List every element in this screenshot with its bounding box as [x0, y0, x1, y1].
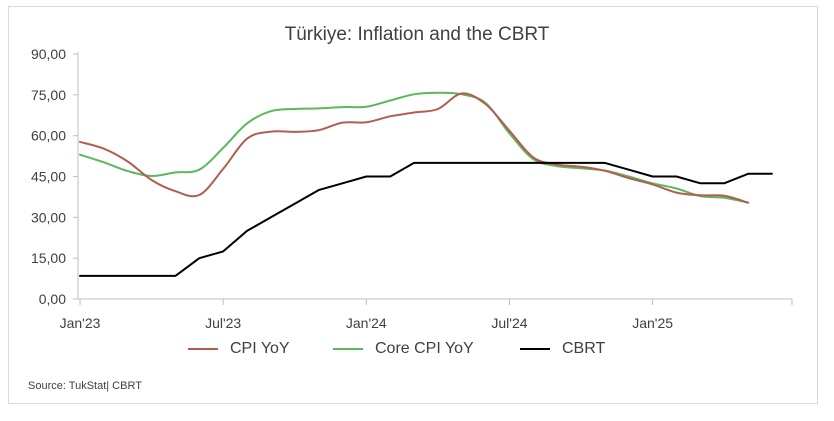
y-tick-label: 30,00: [31, 209, 66, 225]
y-tick-label: 75,00: [31, 87, 66, 103]
source-note: Source: TukStat| CBRT: [28, 380, 142, 392]
cpi-yoy-line: [79, 92, 750, 204]
legend-label-cbrt: CBRT: [562, 340, 606, 357]
x-tick-label: Jul'24: [491, 315, 527, 331]
chart-frame: [8, 6, 818, 404]
legend-item-core-cpi: Core CPI YoY: [333, 340, 474, 358]
y-tick-label: 90,00: [31, 46, 66, 62]
series-lines: [79, 91, 773, 277]
y-tick-label: 15,00: [31, 250, 66, 266]
legend-item-cpi: CPI YoY: [188, 340, 290, 358]
legend-swatch-cbrt: [520, 348, 550, 350]
cbrt-rate-line: [79, 161, 773, 277]
y-tick-label: 60,00: [31, 128, 66, 144]
x-tick-label: Jan'25: [632, 315, 673, 331]
x-tick-label: Jan'24: [346, 315, 387, 331]
x-tick-label: Jul'23: [205, 315, 241, 331]
x-tick-label: Jan'23: [60, 315, 101, 331]
axes: 0,00 15,00 30,00 45,00 60,00 75,00 90,00 Jan'23…: [31, 46, 793, 331]
legend-label-core-cpi: Core CPI YoY: [375, 340, 474, 357]
core-cpi-yoy-line: [79, 91, 750, 204]
legend-label-cpi: CPI YoY: [230, 340, 290, 357]
legend-item-cbrt: CBRT: [520, 340, 605, 358]
legend-swatch-core-cpi: [333, 348, 363, 350]
chart-title: Türkiye: Inflation and the CBRT: [284, 24, 550, 45]
y-tick-label: 0,00: [39, 291, 66, 307]
y-tick-label: 45,00: [31, 169, 66, 185]
legend-swatch-cpi: [188, 348, 218, 350]
legend: CPI YoY Core CPI YoY CBRT: [0, 340, 834, 364]
